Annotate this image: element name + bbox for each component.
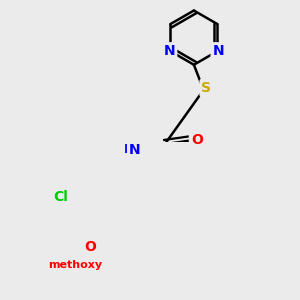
Text: N: N bbox=[129, 143, 141, 157]
Text: N: N bbox=[212, 44, 224, 58]
Text: H: H bbox=[124, 143, 134, 157]
Text: O: O bbox=[84, 241, 96, 254]
Text: O: O bbox=[191, 133, 203, 147]
Text: Cl: Cl bbox=[53, 190, 68, 204]
Text: N: N bbox=[164, 44, 175, 58]
Text: S: S bbox=[202, 81, 212, 95]
Text: methoxy: methoxy bbox=[48, 260, 102, 270]
